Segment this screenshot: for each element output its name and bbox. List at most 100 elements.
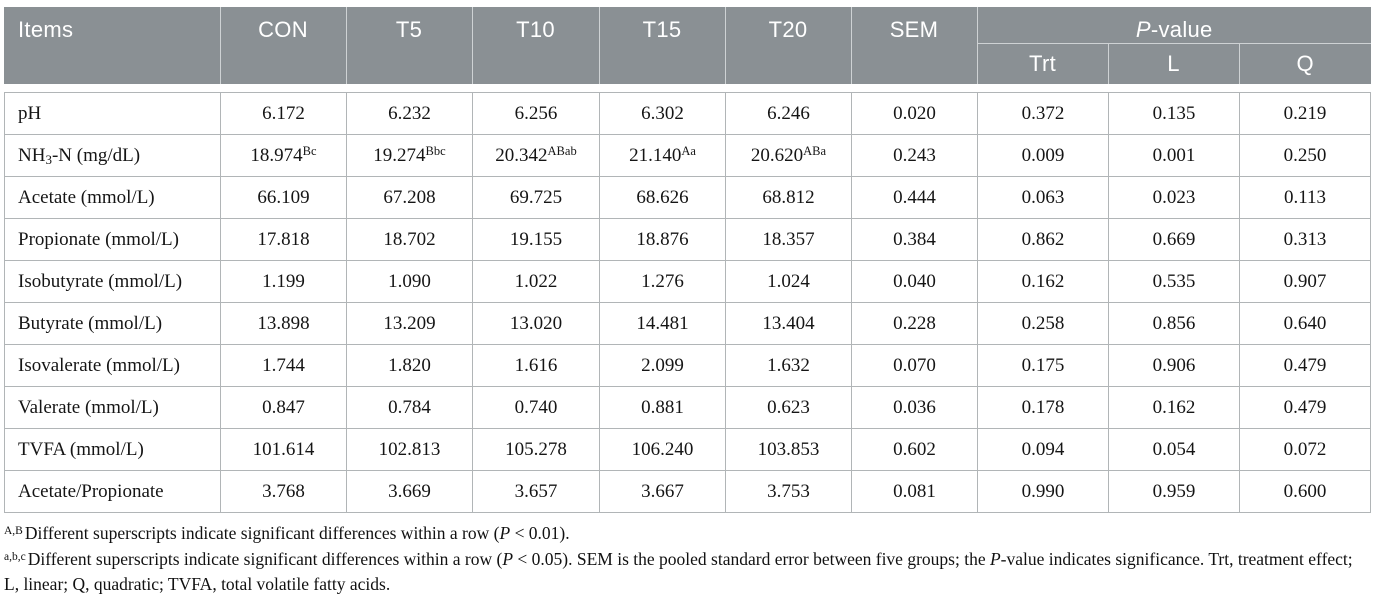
table-row: Isobutyrate (mmol/L) 1.199 1.090 1.022 1.276… <box>4 260 1371 303</box>
value-cell: 3.667 <box>599 470 726 513</box>
value-cell: 6.232 <box>346 92 473 135</box>
value-cell: 0.535 <box>1108 260 1240 303</box>
col-header-t5: T5 <box>345 7 472 84</box>
value-cell: 3.669 <box>346 470 473 513</box>
value-cell: 0.479 <box>1239 344 1371 387</box>
value-cell: 102.813 <box>346 428 473 471</box>
value-cell: 6.172 <box>220 92 347 135</box>
row-label: Acetate/Propionate <box>4 470 221 513</box>
col-header-linear: L <box>1107 43 1239 84</box>
value-cell: 0.023 <box>1108 176 1240 219</box>
value-cell: 68.626 <box>599 176 726 219</box>
value-cell: 0.740 <box>472 386 600 429</box>
value-cell: 20.342ABab <box>472 134 600 177</box>
value-cell: 0.847 <box>220 386 347 429</box>
value-cell: 0.040 <box>851 260 978 303</box>
value-cell: 1.632 <box>725 344 852 387</box>
value-cell: 0.372 <box>977 92 1109 135</box>
row-label: Isovalerate (mmol/L) <box>4 344 221 387</box>
value-cell: 0.219 <box>1239 92 1371 135</box>
col-header-trt: Trt <box>976 43 1108 84</box>
value-cell: 0.081 <box>851 470 978 513</box>
value-cell: 0.906 <box>1108 344 1240 387</box>
value-cell: 18.876 <box>599 218 726 261</box>
value-cell: 0.959 <box>1108 470 1240 513</box>
value-cell: 13.209 <box>346 302 473 345</box>
value-cell: 103.853 <box>725 428 852 471</box>
value-cell: 0.162 <box>977 260 1109 303</box>
value-cell: 3.753 <box>725 470 852 513</box>
value-cell: 0.881 <box>599 386 726 429</box>
value-cell: 0.070 <box>851 344 978 387</box>
value-cell: 0.856 <box>1108 302 1240 345</box>
value-cell: 3.657 <box>472 470 600 513</box>
value-cell: 18.702 <box>346 218 473 261</box>
value-cell: 68.812 <box>725 176 852 219</box>
table-row: NH3-N (mg/dL) 18.974Bc 19.274Bbc 20.342ABab… <box>4 134 1371 177</box>
value-cell: 0.113 <box>1239 176 1371 219</box>
footnote: a,b,c Different superscripts indicate sig… <box>4 548 1353 595</box>
table-row: TVFA (mmol/L) 101.614 102.813 105.278 106.24… <box>4 428 1371 471</box>
value-cell: 0.054 <box>1108 428 1240 471</box>
value-cell: 13.020 <box>472 302 600 345</box>
value-cell: 13.898 <box>220 302 347 345</box>
table-row: Isovalerate (mmol/L) 1.744 1.820 1.616 2.099… <box>4 344 1371 387</box>
value-cell: 1.616 <box>472 344 600 387</box>
value-cell: 6.246 <box>725 92 852 135</box>
value-cell: 14.481 <box>599 302 726 345</box>
value-cell: 1.820 <box>346 344 473 387</box>
row-label: Propionate (mmol/L) <box>4 218 221 261</box>
value-cell: 1.024 <box>725 260 852 303</box>
value-cell: 0.313 <box>1239 218 1371 261</box>
value-cell: 0.020 <box>851 92 978 135</box>
value-cell: 1.276 <box>599 260 726 303</box>
value-cell: 105.278 <box>472 428 600 471</box>
value-cell: 69.725 <box>472 176 600 219</box>
value-cell: 0.862 <box>977 218 1109 261</box>
value-cell: 0.001 <box>1108 134 1240 177</box>
value-cell: 13.404 <box>725 302 852 345</box>
value-cell: 0.094 <box>977 428 1109 471</box>
col-header-t15: T15 <box>598 7 725 84</box>
row-label: Butyrate (mmol/L) <box>4 302 221 345</box>
value-cell: 0.444 <box>851 176 978 219</box>
value-cell: 0.243 <box>851 134 978 177</box>
value-cell: 0.784 <box>346 386 473 429</box>
value-cell: 0.258 <box>977 302 1109 345</box>
col-header-quadratic: Q <box>1238 43 1371 84</box>
row-label: Isobutyrate (mmol/L) <box>4 260 221 303</box>
table-row: Acetate/Propionate 3.768 3.669 3.657 3.667 3.… <box>4 470 1371 513</box>
value-cell: 0.009 <box>977 134 1109 177</box>
value-cell: 0.907 <box>1239 260 1371 303</box>
value-cell: 0.990 <box>977 470 1109 513</box>
col-header-items: Items <box>18 17 74 42</box>
value-cell: 0.250 <box>1239 134 1371 177</box>
value-cell: 0.479 <box>1239 386 1371 429</box>
row-label: Acetate (mmol/L) <box>4 176 221 219</box>
value-cell: 1.090 <box>346 260 473 303</box>
value-cell: 0.623 <box>725 386 852 429</box>
col-header-pvalue: P-value <box>976 7 1371 44</box>
value-cell: 0.135 <box>1108 92 1240 135</box>
value-cell: 0.228 <box>851 302 978 345</box>
value-cell: 1.744 <box>220 344 347 387</box>
value-cell: 1.199 <box>220 260 347 303</box>
col-header-t20: T20 <box>724 7 851 84</box>
value-cell: 0.072 <box>1239 428 1371 471</box>
footnotes: A,B Different superscripts indicate signi… <box>4 521 1371 598</box>
footnote: A,B Different superscripts indicate signi… <box>4 523 570 543</box>
col-header-t10: T10 <box>471 7 599 84</box>
value-cell: 67.208 <box>346 176 473 219</box>
value-cell: 18.974Bc <box>220 134 347 177</box>
value-cell: 66.109 <box>220 176 347 219</box>
value-cell: 20.620ABa <box>725 134 852 177</box>
table-row: Valerate (mmol/L) 0.847 0.784 0.740 0.881 0.6… <box>4 386 1371 429</box>
table-row: Propionate (mmol/L) 17.818 18.702 19.155 18.… <box>4 218 1371 261</box>
row-label: NH3-N (mg/dL) <box>4 134 221 177</box>
row-label: TVFA (mmol/L) <box>4 428 221 471</box>
footnote-marker: a,b,c <box>4 550 26 563</box>
value-cell: 0.602 <box>851 428 978 471</box>
table-header: Items CON T5 T10 T15 T20 SEM P-value Trt… <box>4 7 1371 84</box>
value-cell: 0.600 <box>1239 470 1371 513</box>
